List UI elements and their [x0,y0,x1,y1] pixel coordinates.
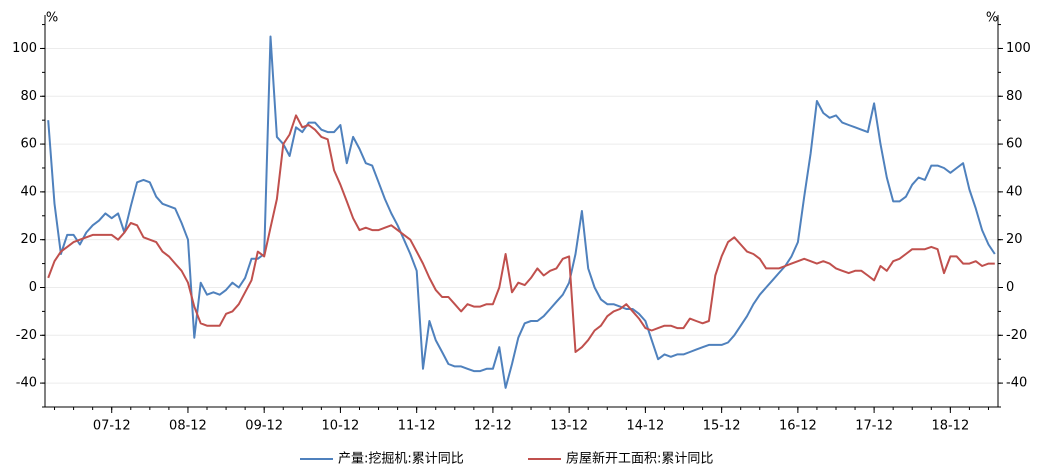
y-tick-label: 20 [20,232,37,247]
y2-tick-label: 20 [1006,232,1023,247]
y2-tick-label: 80 [1006,89,1023,104]
x-tick-label: 11-12 [398,419,436,434]
x-tick-label: 13-12 [550,419,588,434]
legend-label: 产量:挖掘机:累计同比 [338,452,464,467]
x-tick-label: 14-12 [626,419,664,434]
y2-tick-label: 100 [1006,41,1031,56]
y2-tick-label: 0 [1006,280,1014,295]
y-tick-label: 40 [20,184,37,199]
legend-label: 房屋新开工面积:累计同比 [566,451,713,467]
y-tick-label: 0 [29,280,37,295]
y-tick-label: 80 [20,89,37,104]
y2-tick-label: -20 [1006,328,1027,343]
x-tick-label: 07-12 [93,419,131,434]
x-tick-label: 09-12 [245,419,283,434]
y2-unit: % [986,11,998,26]
y-tick-label: -20 [16,328,37,343]
y2-tick-label: 60 [1006,137,1023,152]
y-tick-label: -40 [16,376,37,391]
y2-tick-label: 40 [1006,184,1023,199]
x-tick-label: 18-12 [931,419,969,434]
x-tick-label: 10-12 [322,419,360,434]
y-unit: % [46,11,58,26]
x-tick-label: 16-12 [779,419,817,434]
x-tick-label: 08-12 [169,419,207,434]
series-line [47,114,995,353]
x-tick-label: 15-12 [703,419,741,434]
x-tick-label: 12-12 [474,419,512,434]
y2-tick-label: -40 [1006,376,1027,391]
series-line [47,35,996,389]
x-tick-label: 17-12 [855,419,893,434]
y-tick-label: 100 [12,41,37,56]
y-tick-label: 60 [20,137,37,152]
